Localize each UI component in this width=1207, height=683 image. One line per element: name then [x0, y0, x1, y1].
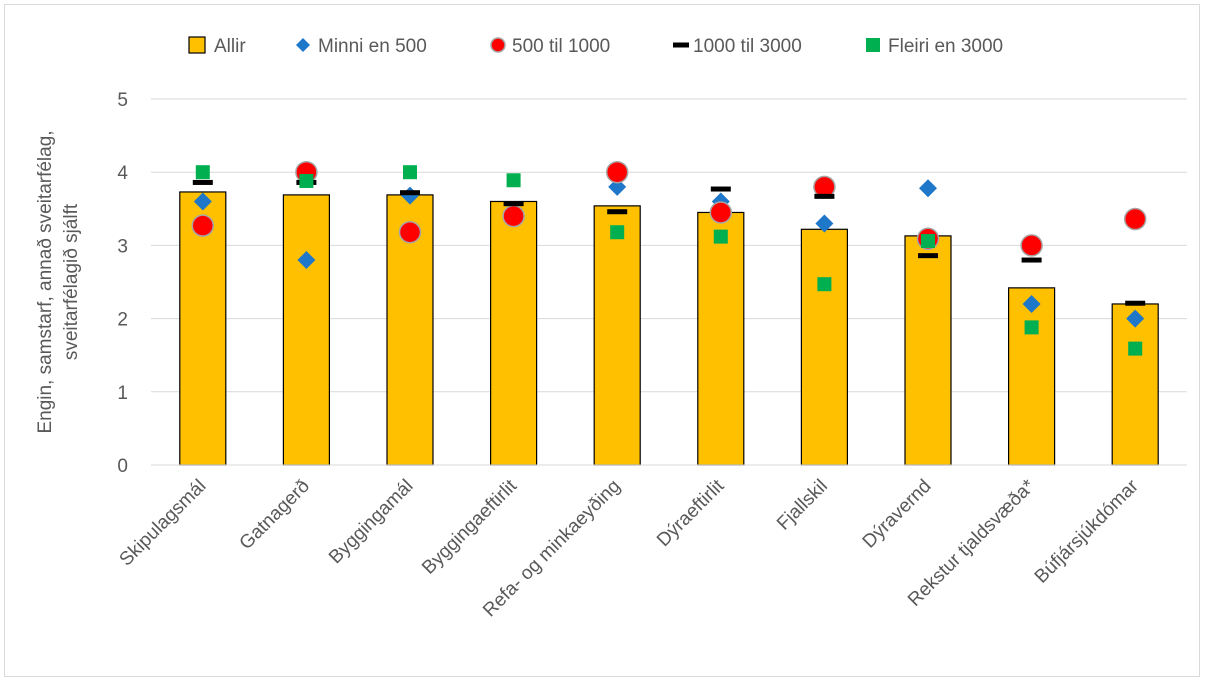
- marker-square: [817, 277, 832, 292]
- x-tick-label: Dýravernd: [859, 476, 936, 553]
- y-tick-label: 1: [117, 383, 128, 404]
- chart-frame: 0 1 2 3 4 5 Engin, samstarf, annað sveitarféla…: [4, 4, 1200, 677]
- y-axis-label: Engin, samstarf, annað sveitarfélag, svei…: [35, 130, 82, 433]
- marker-circle: [398, 220, 422, 244]
- y-axis-label-line: sveitarfélagið sjálft: [61, 203, 82, 360]
- marker-circle: [1123, 207, 1147, 231]
- marker-dash: [710, 186, 731, 192]
- bar-allir: [697, 211, 745, 466]
- marker-dash: [1021, 257, 1042, 263]
- x-tick-label: Búfjársjúkdómar: [1031, 475, 1143, 587]
- x-tick-label: Byggingaeftirlit: [418, 475, 521, 578]
- legend-item: Allir: [188, 36, 246, 57]
- x-tick-label: Byggingamál: [325, 476, 418, 569]
- legend-item: 1000 til 3000: [673, 36, 802, 57]
- marker-square: [713, 229, 728, 244]
- marker-dash: [607, 209, 628, 215]
- legend: Allir Minni en 500 500 til 1000 1000 til 30…: [188, 36, 1003, 57]
- legend-item: Minni en 500: [296, 36, 427, 57]
- bar-allir: [1007, 287, 1056, 466]
- marker-dash: [400, 190, 420, 196]
- legend-swatch: [866, 38, 880, 52]
- marker-dash: [918, 253, 938, 259]
- legend-label: Fleiri en 3000: [888, 36, 1003, 57]
- x-tick-label: Skipulagsmál: [116, 476, 211, 571]
- marker-square: [195, 165, 210, 180]
- legend-swatch: [188, 36, 206, 54]
- marker-square: [610, 225, 625, 240]
- marker-circle: [191, 214, 215, 237]
- marker-diamond: [297, 251, 316, 270]
- legend-item: 500 til 1000: [490, 36, 610, 57]
- marker-diamond: [1022, 294, 1041, 313]
- legend-item: Fleiri en 3000: [866, 36, 1003, 57]
- legend-label: 500 til 1000: [512, 36, 610, 57]
- marker-diamond: [919, 179, 937, 198]
- marker-square: [1024, 320, 1039, 335]
- marker-square: [403, 165, 417, 180]
- y-axis-label-line: Engin, samstarf, annað sveitarfélag,: [35, 130, 56, 433]
- marker-circle: [1020, 234, 1043, 257]
- legend-swatch: [673, 42, 689, 48]
- bar-allir: [282, 194, 330, 466]
- chart-svg: 0 1 2 3 4 5 Engin, samstarf, annað sveitarféla…: [35, 36, 1187, 621]
- x-tick-label: Dýraeftirlit: [653, 475, 729, 551]
- bar-allir: [490, 200, 538, 466]
- marker-diamond: [1126, 309, 1145, 328]
- legend-label: 1000 til 3000: [693, 36, 802, 57]
- bar-allir: [1111, 303, 1159, 466]
- legend-swatch: [296, 38, 310, 52]
- marker-square: [299, 173, 314, 188]
- marker-diamond: [193, 192, 212, 211]
- y-tick-label: 3: [117, 236, 128, 257]
- legend-label: Minni en 500: [318, 36, 427, 57]
- marker-square: [506, 173, 521, 188]
- marker-dash: [814, 193, 835, 199]
- y-tick-label: 5: [117, 90, 128, 111]
- marker-square: [1128, 341, 1143, 356]
- y-tick-label: 4: [117, 163, 128, 184]
- bar-allir: [904, 235, 952, 466]
- legend-swatch: [490, 37, 506, 53]
- bar-allir: [800, 228, 849, 466]
- legend-label: Allir: [214, 36, 246, 57]
- marker-dash: [1125, 300, 1146, 306]
- marker-circle: [605, 160, 629, 184]
- y-tick-label: 0: [117, 456, 128, 477]
- marker-circle: [709, 201, 733, 224]
- marker-square: [921, 234, 935, 249]
- y-tick-label: 2: [117, 310, 128, 331]
- marker-dash: [192, 179, 213, 185]
- bar-allir: [593, 205, 641, 466]
- marker-dash: [503, 201, 524, 207]
- x-tick-label: Fjallskil: [773, 476, 832, 535]
- marker-diamond: [815, 214, 834, 233]
- marker-circle: [502, 204, 525, 228]
- x-tick-label: Gatnagerð: [236, 476, 314, 554]
